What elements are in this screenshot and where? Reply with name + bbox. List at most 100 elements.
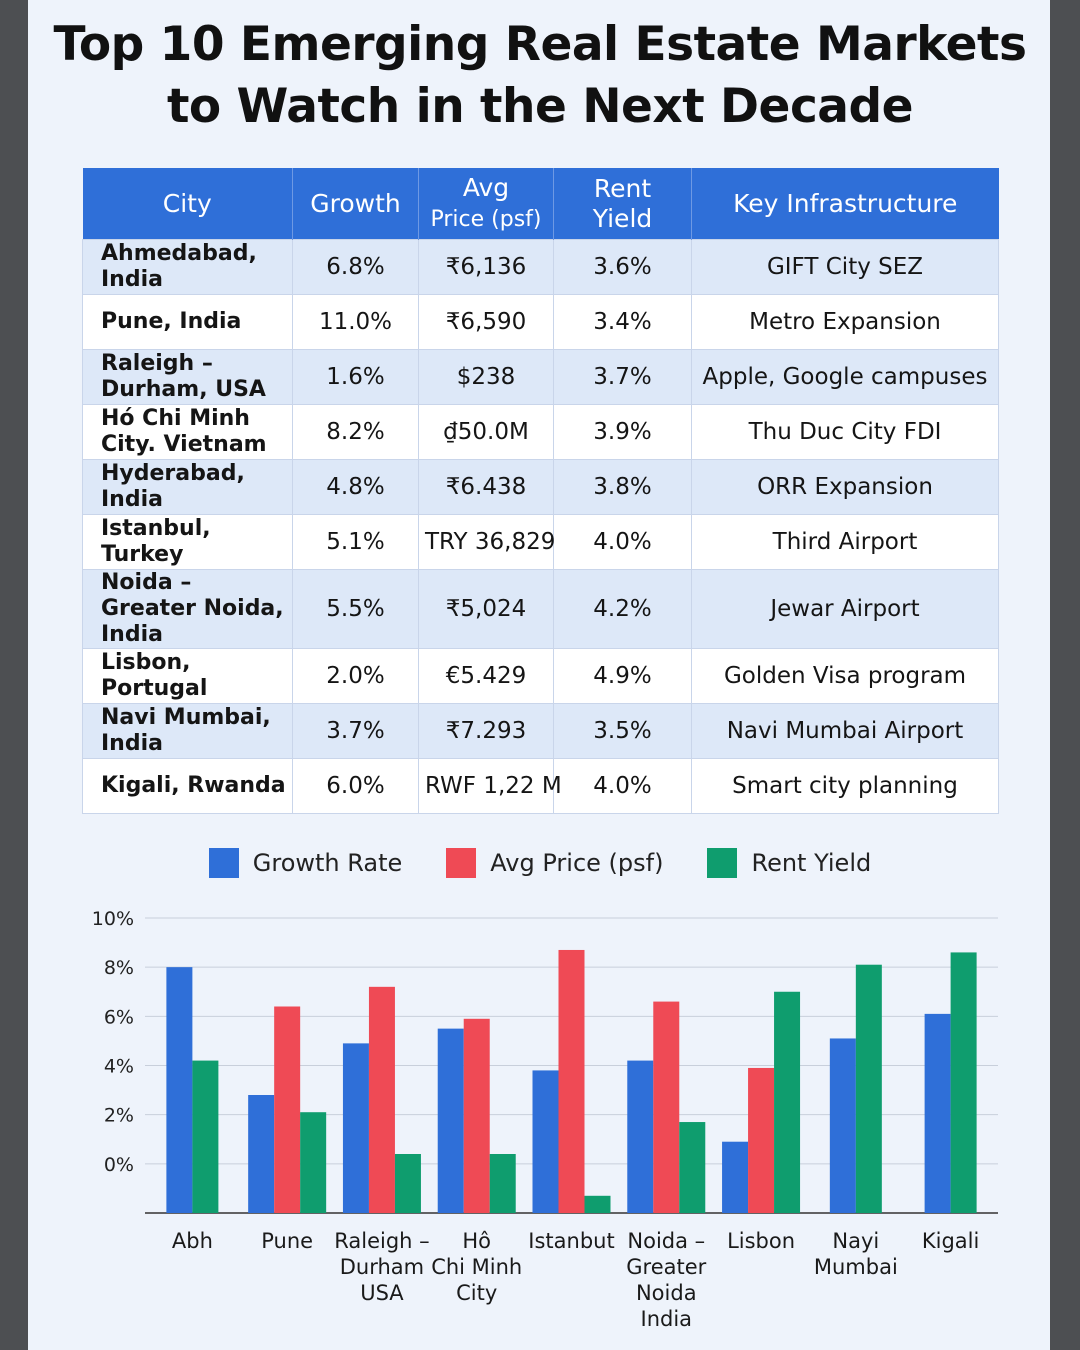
cell-avg-price: ₹7.293: [418, 703, 554, 759]
cell-rent-yield: 3.7%: [553, 349, 692, 405]
legend-item-growth: Growth Rate: [208, 848, 403, 878]
cell-key-infrastructure: Apple, Google campuses: [691, 349, 999, 405]
cell-city: Ahmedabad, India: [82, 239, 293, 295]
markets-table: City Growth Avg Price (psf) Rent Yield Key…: [82, 168, 999, 814]
bar-price: [748, 1067, 775, 1213]
table-row: Noida –Greater Noida, India 5.5% ₹5,024 4.2…: [82, 569, 999, 649]
bar-price: [653, 1001, 680, 1213]
header-growth: Growth: [292, 168, 419, 240]
table-row: Hó Chi Minh City. Vietnam 8.2% ₫50.0M 3.9% T…: [82, 404, 999, 460]
cell-rent-yield: 3.9%: [553, 404, 692, 460]
bar-yield: [300, 1112, 327, 1213]
cell-avg-price: ₹6.438: [418, 459, 554, 515]
chart-legend: Growth Rate Avg Price (psf) Rent Yield: [0, 848, 1080, 878]
bar-yield: [855, 964, 882, 1213]
cell-growth: 5.1%: [292, 514, 419, 570]
x-tick-label: Raleigh –: [334, 1229, 429, 1253]
cell-key-infrastructure: Metro Expansion: [691, 294, 999, 350]
cell-avg-price: ₹6,590: [418, 294, 554, 350]
x-tick-label: Noida –: [627, 1229, 705, 1253]
header-key-infrastructure: Key Infrastructure: [691, 168, 999, 240]
legend-label-yield: Rent Yield: [751, 849, 872, 877]
cell-city: Pune, India: [82, 294, 293, 350]
cell-growth: 3.7%: [292, 703, 419, 759]
cell-city: Noida –Greater Noida, India: [82, 569, 293, 649]
x-tick-label: Hô: [462, 1229, 491, 1253]
legend-item-yield: Rent Yield: [707, 848, 871, 878]
cell-city: Hyderabad, India: [82, 459, 293, 515]
cell-rent-yield: 4.2%: [553, 569, 692, 649]
table-row: Navi Mumbai, India 3.7% ₹7.293 3.5% Navi Mum…: [82, 703, 999, 759]
cell-key-infrastructure: Jewar Airport: [691, 569, 999, 649]
legend-swatch-growth: [208, 848, 239, 878]
cell-avg-price: TRY 36,829: [418, 514, 555, 570]
bar-price: [558, 949, 585, 1213]
bar-growth: [166, 967, 193, 1213]
cell-avg-price: RWF 1,22 M: [418, 758, 562, 814]
cell-key-infrastructure: Navi Mumbai Airport: [691, 703, 999, 759]
x-tick-label: Abh: [172, 1229, 213, 1253]
x-tick-label: Mumbai: [814, 1255, 898, 1279]
cell-avg-price: ₹6,136: [418, 239, 554, 295]
cell-growth: 11.0%: [292, 294, 419, 350]
cell-city: Hó Chi Minh City. Vietnam: [82, 404, 293, 460]
cell-rent-yield: 3.8%: [553, 459, 692, 515]
legend-label-price: Avg Price (psf): [490, 849, 664, 877]
cell-key-infrastructure: ORR Expansion: [691, 459, 999, 515]
table-row: Hyderabad, India 4.8% ₹6.438 3.8% ORR Expans…: [82, 459, 999, 515]
x-tick-label: City: [456, 1281, 497, 1305]
cell-growth: 8.2%: [292, 404, 419, 460]
cell-rent-yield: 4.9%: [553, 648, 692, 704]
legend-label-growth: Growth Rate: [252, 849, 403, 877]
table-row: Raleigh –Durham, USA 1.6% $238 3.7% Apple, G…: [82, 349, 999, 405]
bar-growth: [248, 1095, 275, 1213]
legend-swatch-yield: [707, 848, 738, 878]
header-city: City: [82, 168, 293, 240]
bar-growth: [627, 1060, 654, 1213]
x-tick-label: India: [641, 1307, 693, 1331]
legend-swatch-price: [446, 848, 477, 878]
cell-avg-price: €5.429: [418, 648, 554, 704]
cell-growth: 1.6%: [292, 349, 419, 405]
cell-rent-yield: 3.4%: [553, 294, 692, 350]
table-body: Ahmedabad, India 6.8% ₹6,136 3.6% GIFT City …: [82, 239, 999, 814]
table-row: Istanbul, Turkey 5.1% TRY 36,829 4.0% Third …: [82, 514, 999, 570]
x-tick-label: Istanbut: [528, 1229, 614, 1253]
x-tick-label: Nayi: [832, 1229, 879, 1253]
cell-city: Lisbon, Portugal: [82, 648, 293, 704]
table-row: Lisbon, Portugal 2.0% €5.429 4.9% Golden Vis…: [82, 648, 999, 704]
x-tick-label: Noida: [636, 1281, 697, 1305]
x-tick-label: Kigali: [922, 1229, 979, 1253]
bar-growth: [437, 1028, 464, 1213]
bar-yield: [950, 952, 977, 1213]
cell-city: Kigali, Rwanda: [82, 758, 293, 814]
cell-rent-yield: 4.0%: [553, 514, 692, 570]
cell-key-infrastructure: Smart city planning: [691, 758, 999, 814]
bar-growth: [532, 1070, 559, 1213]
cell-key-infrastructure: Thu Duc City FDI: [691, 404, 999, 460]
bar-yield: [489, 1154, 516, 1213]
cell-key-infrastructure: Third Airport: [691, 514, 999, 570]
bar-yield: [679, 1122, 706, 1213]
cell-growth: 4.8%: [292, 459, 419, 515]
x-tick-label: Chi Minh: [431, 1255, 522, 1279]
y-tick-label: 2%: [104, 1105, 134, 1127]
bar-yield: [584, 1195, 611, 1213]
cell-avg-price: ₫50.0M: [418, 404, 554, 460]
y-tick-label: 4%: [104, 1056, 134, 1078]
y-tick-label: 0%: [104, 1154, 134, 1176]
bar-yield: [192, 1060, 219, 1213]
cell-growth: 6.8%: [292, 239, 419, 295]
cell-city: Navi Mumbai, India: [82, 703, 293, 759]
cell-growth: 6.0%: [292, 758, 419, 814]
x-tick-label: Lisbon: [727, 1229, 795, 1253]
x-tick-label: USA: [360, 1281, 404, 1305]
bar-growth: [342, 1043, 369, 1213]
cell-key-infrastructure: Golden Visa program: [691, 648, 999, 704]
cell-growth: 5.5%: [292, 569, 419, 649]
cell-key-infrastructure: GIFT City SEZ: [691, 239, 999, 295]
bar-yield: [394, 1154, 421, 1213]
table-header-row: City Growth Avg Price (psf) Rent Yield Key…: [82, 168, 999, 240]
bar-price: [274, 1006, 301, 1213]
title-line-1: Top 10 Emerging Real Estate Markets: [53, 17, 1027, 72]
